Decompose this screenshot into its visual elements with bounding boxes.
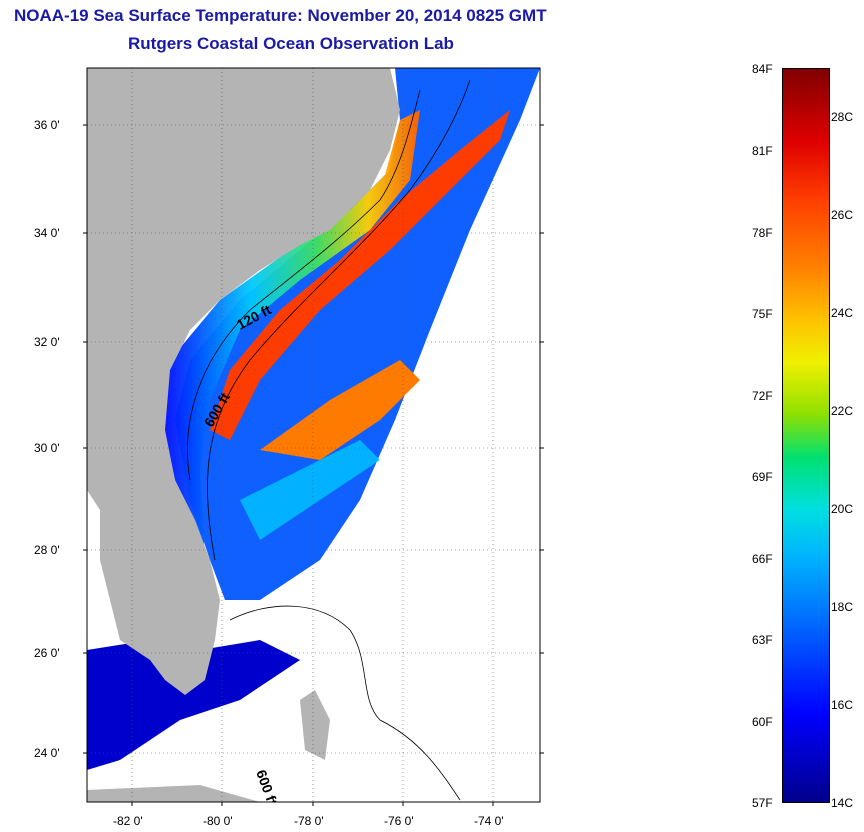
gulf-stream-warm-band bbox=[210, 110, 510, 440]
lon-tick-76: -76 0' bbox=[384, 814, 414, 828]
bahamas-contour bbox=[229, 605, 461, 801]
lat-tick-30: 30 0' bbox=[34, 441, 60, 455]
colorbar-tick-24c: 24C bbox=[831, 306, 854, 320]
offshore-mixed-patches bbox=[240, 440, 380, 540]
colorbar-tick-20c: 20C bbox=[831, 502, 854, 516]
lat-tick-26: 26 0' bbox=[34, 646, 60, 660]
map-subtitle: Rutgers Coastal Ocean Observation Lab bbox=[128, 34, 454, 53]
colorbar-tick-75f: 75F bbox=[752, 307, 773, 321]
shelf-gradient-band bbox=[160, 110, 420, 600]
colorbar-tick-14c: 14C bbox=[831, 796, 854, 810]
lat-tick-36: 36 0' bbox=[34, 118, 60, 132]
temperature-colorbar bbox=[782, 68, 830, 803]
colorbar-tick-81f: 81F bbox=[752, 144, 773, 158]
lon-tick-74: -74 0' bbox=[474, 814, 504, 828]
colorbar-tick-72f: 72F bbox=[752, 389, 773, 403]
colorbar-tick-18c: 18C bbox=[831, 600, 854, 614]
lat-tick-32: 32 0' bbox=[34, 335, 60, 349]
colorbar-tick-60f: 60F bbox=[752, 715, 773, 729]
colorbar-tick-78f: 78F bbox=[752, 226, 773, 240]
colorbar-tick-66f: 66F bbox=[752, 552, 773, 566]
contour-120ft bbox=[187, 89, 421, 481]
lat-tick-24: 24 0' bbox=[34, 746, 60, 760]
cuba-land bbox=[87, 785, 260, 802]
contour-600ft bbox=[207, 79, 471, 561]
colorbar-tick-22c: 22C bbox=[831, 404, 854, 418]
colorbar-tick-69f: 69F bbox=[752, 470, 773, 484]
lon-tick-78: -78 0' bbox=[294, 814, 324, 828]
map-title: NOAA-19 Sea Surface Temperature: Novembe… bbox=[14, 6, 547, 25]
colorbar-tick-28c: 28C bbox=[831, 110, 854, 124]
lat-tick-34: 34 0' bbox=[34, 226, 60, 240]
keys-cold-patch bbox=[87, 640, 300, 770]
colorbar-tick-63f: 63F bbox=[752, 633, 773, 647]
lon-tick-80: -80 0' bbox=[203, 814, 233, 828]
map-ticks bbox=[83, 124, 544, 806]
colorbar-tick-16c: 16C bbox=[831, 698, 854, 712]
colorbar-tick-26c: 26C bbox=[831, 208, 854, 222]
colorbar-tick-84f: 84F bbox=[752, 62, 773, 76]
offshore-warm-patches bbox=[260, 360, 420, 460]
bahamas-land bbox=[300, 690, 330, 760]
lon-tick-82: -82 0' bbox=[113, 814, 143, 828]
sst-swath bbox=[175, 68, 540, 600]
lat-tick-28: 28 0' bbox=[34, 543, 60, 557]
colorbar-tick-57f: 57F bbox=[752, 796, 773, 810]
land-mass bbox=[87, 68, 400, 695]
